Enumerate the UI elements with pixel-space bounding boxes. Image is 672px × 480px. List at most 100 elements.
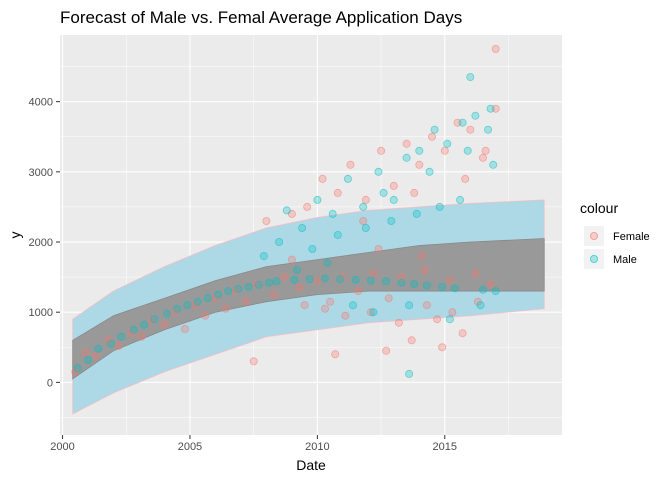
legend-key (584, 226, 604, 246)
male-point (387, 216, 396, 225)
female-point (427, 132, 436, 141)
female-point (313, 276, 322, 285)
male-point (275, 237, 284, 246)
female-point (137, 332, 146, 341)
male-point (84, 355, 93, 364)
y-tick-label: 3000 (29, 167, 53, 179)
male-point (183, 301, 192, 310)
male-point (374, 167, 383, 176)
male-point (328, 209, 337, 218)
data-points (71, 45, 500, 378)
male-point (489, 160, 498, 169)
male-point (443, 139, 452, 148)
female-point (448, 308, 457, 317)
male-point (389, 195, 398, 204)
female-point (438, 343, 447, 352)
y-tick-label: 2000 (29, 237, 53, 249)
male-point (290, 275, 299, 284)
female-point (420, 266, 429, 275)
male-point (402, 153, 411, 162)
male-point (438, 282, 447, 291)
male-point (150, 315, 159, 324)
female-point (369, 269, 378, 278)
male-point (244, 282, 253, 291)
female-point (280, 273, 289, 282)
male-point (445, 315, 454, 324)
female-point (91, 351, 100, 360)
male-point (366, 276, 375, 285)
female-point (303, 202, 312, 211)
x-tick-label: 2015 (433, 441, 457, 453)
x-tick-label: 2000 (50, 441, 74, 453)
y-tick-label: 4000 (29, 97, 53, 109)
male-point (450, 284, 459, 293)
male-point (435, 202, 444, 211)
legend-marker-female (590, 231, 599, 240)
female-point (160, 320, 169, 329)
male-point (272, 277, 281, 286)
female-point (300, 301, 309, 310)
male-point (254, 280, 263, 289)
female-point (318, 174, 327, 183)
male-point (264, 278, 273, 287)
male-point (466, 73, 475, 82)
male-point (140, 320, 149, 329)
male-point (471, 111, 480, 120)
female-point (366, 308, 375, 317)
male-point (320, 274, 329, 283)
female-point (354, 287, 363, 296)
female-point (481, 146, 490, 155)
male-point (351, 275, 360, 284)
male-point (359, 202, 368, 211)
male-point (397, 278, 406, 287)
female-point (382, 346, 391, 355)
male-point (415, 146, 424, 155)
male-point (405, 369, 414, 378)
female-point (180, 324, 189, 333)
female-point (415, 160, 424, 169)
male-point (193, 297, 202, 306)
male-point (430, 125, 439, 134)
chart-title: Forecast of Male vs. Femal Average Appli… (60, 8, 462, 27)
female-point (262, 216, 271, 225)
female-point (270, 290, 279, 299)
male-point (129, 325, 138, 334)
female-point (461, 174, 470, 183)
female-point (422, 301, 431, 310)
male-point (73, 364, 82, 373)
male-point (410, 280, 419, 289)
legend-label-female: Female (613, 231, 650, 243)
female-point (384, 294, 393, 303)
female-point (81, 348, 90, 357)
x-tick-label: 2005 (178, 441, 202, 453)
female-point (440, 146, 449, 155)
female-point (346, 160, 355, 169)
male-point (484, 125, 493, 134)
male-point (361, 223, 370, 232)
male-point (458, 118, 467, 127)
male-point (323, 259, 332, 268)
legend-marker-male (590, 254, 599, 263)
female-point (221, 304, 230, 313)
female-point (201, 311, 210, 320)
female-point (361, 195, 370, 204)
y-tick-label: 1000 (29, 307, 53, 319)
female-point (417, 252, 426, 261)
female-point (320, 304, 329, 313)
male-point (379, 188, 388, 197)
female-point (114, 341, 123, 350)
male-point (305, 275, 314, 284)
male-point (343, 174, 352, 183)
y-tick-label: 0 (47, 377, 53, 389)
male-point (336, 275, 345, 284)
legend: colour Female Male (580, 200, 650, 269)
male-point (491, 287, 500, 296)
female-point (397, 273, 406, 282)
female-point (478, 153, 487, 162)
male-point (107, 339, 116, 348)
female-point (341, 311, 350, 320)
male-point (298, 223, 307, 232)
female-point (486, 280, 495, 289)
male-point (425, 167, 434, 176)
